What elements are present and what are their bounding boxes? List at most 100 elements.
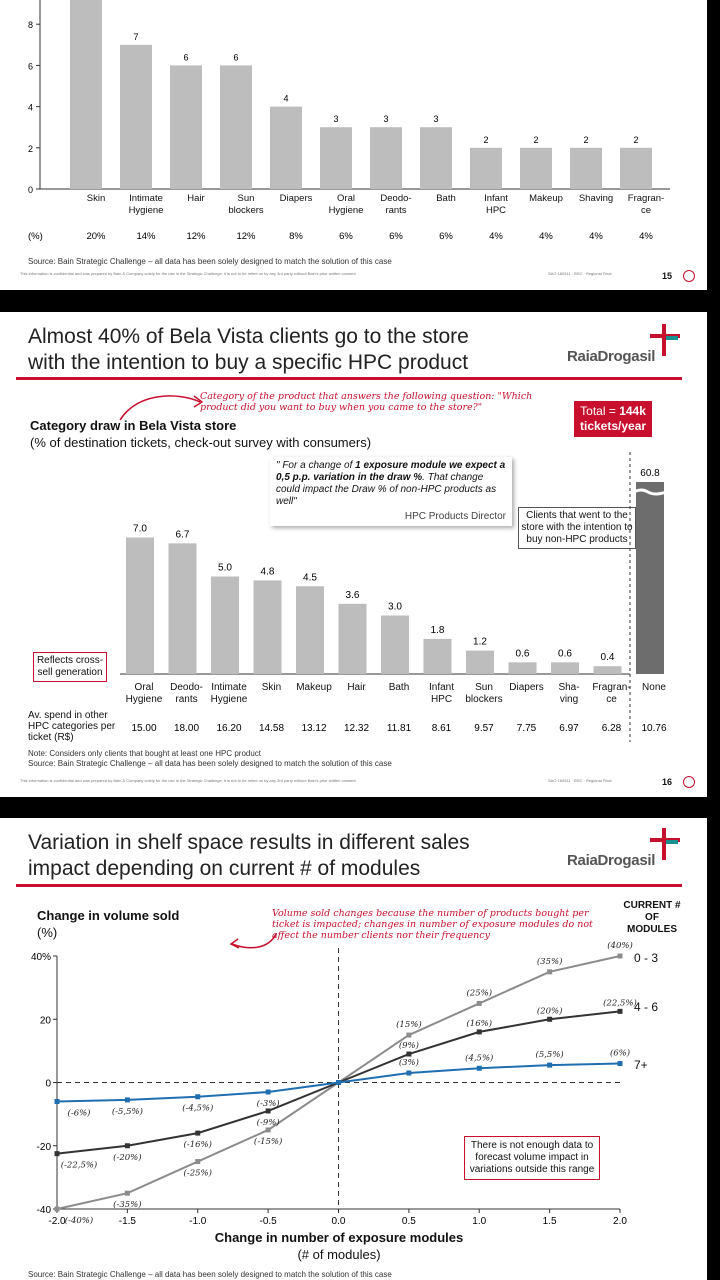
pct-label: 6%: [439, 231, 453, 242]
bar-value-label: 0.6: [516, 648, 530, 659]
data-label-low: (25%): [466, 987, 492, 998]
data-label-low: (15%): [396, 1019, 422, 1030]
series-point-high: [406, 1070, 412, 1076]
series-point-mid: [547, 1016, 553, 1022]
avg-spend-label: Av. spend in other HPC categories per ti…: [28, 710, 116, 743]
slide-17: Variation in shelf space results in diff…: [0, 818, 707, 1280]
bar-value-label: 3: [333, 114, 338, 124]
category-label: Deodo-rants: [170, 682, 203, 705]
raiadrogasil-logo: RaiaDrogasil: [567, 348, 656, 365]
title-line-1: Almost 40% of Bela Vista clients go to t…: [28, 325, 469, 348]
series-point-mid: [617, 1008, 623, 1014]
pct-label: 6%: [339, 231, 353, 242]
y-tick-label: -40: [37, 1205, 52, 1216]
raiadrogasil-logo: RaiaDrogasil: [567, 852, 656, 869]
bar-value-label: 3: [433, 114, 438, 124]
series-point-low: [195, 1159, 201, 1165]
category-label: Deodo-rants: [380, 193, 411, 216]
category-label: Hair: [187, 193, 204, 204]
bar-value-label: 4: [283, 94, 288, 104]
category-draw-bar-chart: 7.0 Oral Hygiene 15.00 6.7 Deodo-rants 18.00 5.…: [120, 452, 667, 742]
category-label: Bath: [436, 193, 456, 204]
bar: [508, 662, 537, 674]
legend-7-plus: 7+: [634, 1058, 648, 1072]
series-point-mid: [476, 1029, 482, 1035]
page-number: 15: [662, 271, 673, 281]
category-label: Diapers: [280, 193, 313, 204]
data-label-low: (40%): [607, 940, 633, 951]
curved-arrow-icon: [229, 933, 277, 949]
quote-bold-1: 1 exposure module: [355, 460, 447, 471]
bar: [296, 586, 324, 674]
category-label: Oral Hygiene: [126, 682, 163, 705]
category-label: Makeup: [529, 193, 563, 204]
spend-value: 10.76: [641, 723, 666, 734]
handwritten-annotation: Category of the product that answers the…: [200, 391, 533, 413]
pct-label: 4%: [539, 231, 553, 242]
page-circle-icon: [683, 776, 695, 788]
legend-title: CURRENT # OF MODULES: [623, 900, 681, 935]
data-label-high: (4,5%): [465, 1052, 493, 1063]
bar-value-label: 2: [633, 135, 638, 145]
pct-row-label: (%): [28, 231, 43, 242]
category-label: Skin: [87, 193, 105, 204]
quote-author: HPC Products Director: [404, 511, 506, 522]
spend-value: 14.58: [259, 723, 284, 734]
series-point-high: [617, 1061, 623, 1067]
series-point-low: [406, 1032, 412, 1038]
data-label-low: (-40%): [65, 1215, 93, 1226]
data-label-low: (35%): [537, 956, 563, 967]
quote-bold-2: we expect a 0,5 p.p. variation in the dr…: [276, 460, 506, 483]
source-note: Source: Bain Strategic Challenge – all d…: [28, 1270, 392, 1279]
bar-value-label: 6: [233, 52, 238, 62]
slide-title: Variation in shelf space results in diff…: [28, 830, 470, 882]
bar: [520, 147, 552, 189]
bar: [636, 482, 664, 674]
data-label-mid: (16%): [466, 1018, 492, 1029]
series-point-mid: [406, 1051, 412, 1057]
pct-label: 14%: [136, 231, 156, 242]
bar: [253, 580, 282, 674]
bar: [220, 65, 252, 189]
series-point-low: [124, 1190, 130, 1196]
bar-value-label: 1.2: [473, 637, 487, 648]
title-line-1: Variation in shelf space results in diff…: [28, 831, 470, 854]
spend-value: 12.32: [344, 723, 369, 734]
legend-4-6: 4 - 6: [634, 1000, 659, 1014]
source-note: Source: Bain Strategic Challenge – all d…: [28, 759, 392, 768]
bar: [70, 0, 102, 189]
quote-text-1: " For a change of: [276, 460, 356, 471]
total-unit: tickets/year: [580, 419, 647, 433]
bar: [168, 543, 197, 674]
pct-label: 4%: [589, 231, 603, 242]
data-label-low: (-15%): [254, 1136, 282, 1147]
total-value: 144k: [619, 404, 646, 418]
data-label-mid: (22,5%): [603, 997, 637, 1008]
y-tick-label: 6: [28, 61, 33, 71]
forecast-limit-note: There is not enough data to forecast vol…: [464, 1136, 600, 1180]
data-label-mid: (20%): [537, 1005, 563, 1016]
series-point-low: [265, 1127, 271, 1133]
bar-value-label: 6: [183, 52, 188, 62]
title-rule: [16, 377, 682, 380]
y-tick-label: 0: [28, 185, 33, 195]
y-tick-label: 2: [28, 144, 33, 154]
pct-label: 4%: [489, 231, 503, 242]
raiadrogasil-logo-mark-icon: [650, 828, 680, 860]
bar: [270, 106, 302, 189]
category-label: Hair: [347, 682, 366, 693]
bar: [338, 603, 367, 674]
data-label-low: (-25%): [184, 1168, 212, 1179]
legend-0-3: 0 - 3: [634, 951, 659, 965]
spend-value: 9.57: [474, 723, 494, 734]
series-point-mid: [265, 1108, 271, 1114]
slide-15: 0 2 4 6 8 Skin 20% 7 Intimate Hygiene 14% 6 Hair 12% 6…: [0, 0, 707, 290]
confidential-note: This information is confidential and was…: [20, 271, 356, 276]
pct-label: 20%: [86, 231, 106, 242]
pct-label: 12%: [236, 231, 256, 242]
y-tick-label: 4: [28, 103, 33, 113]
data-label-mid: (-22,5%): [61, 1160, 98, 1171]
data-label-mid: (-9%): [257, 1117, 280, 1128]
y-tick-label: 0: [45, 1079, 51, 1090]
category-label: Infant HPC: [484, 193, 508, 216]
